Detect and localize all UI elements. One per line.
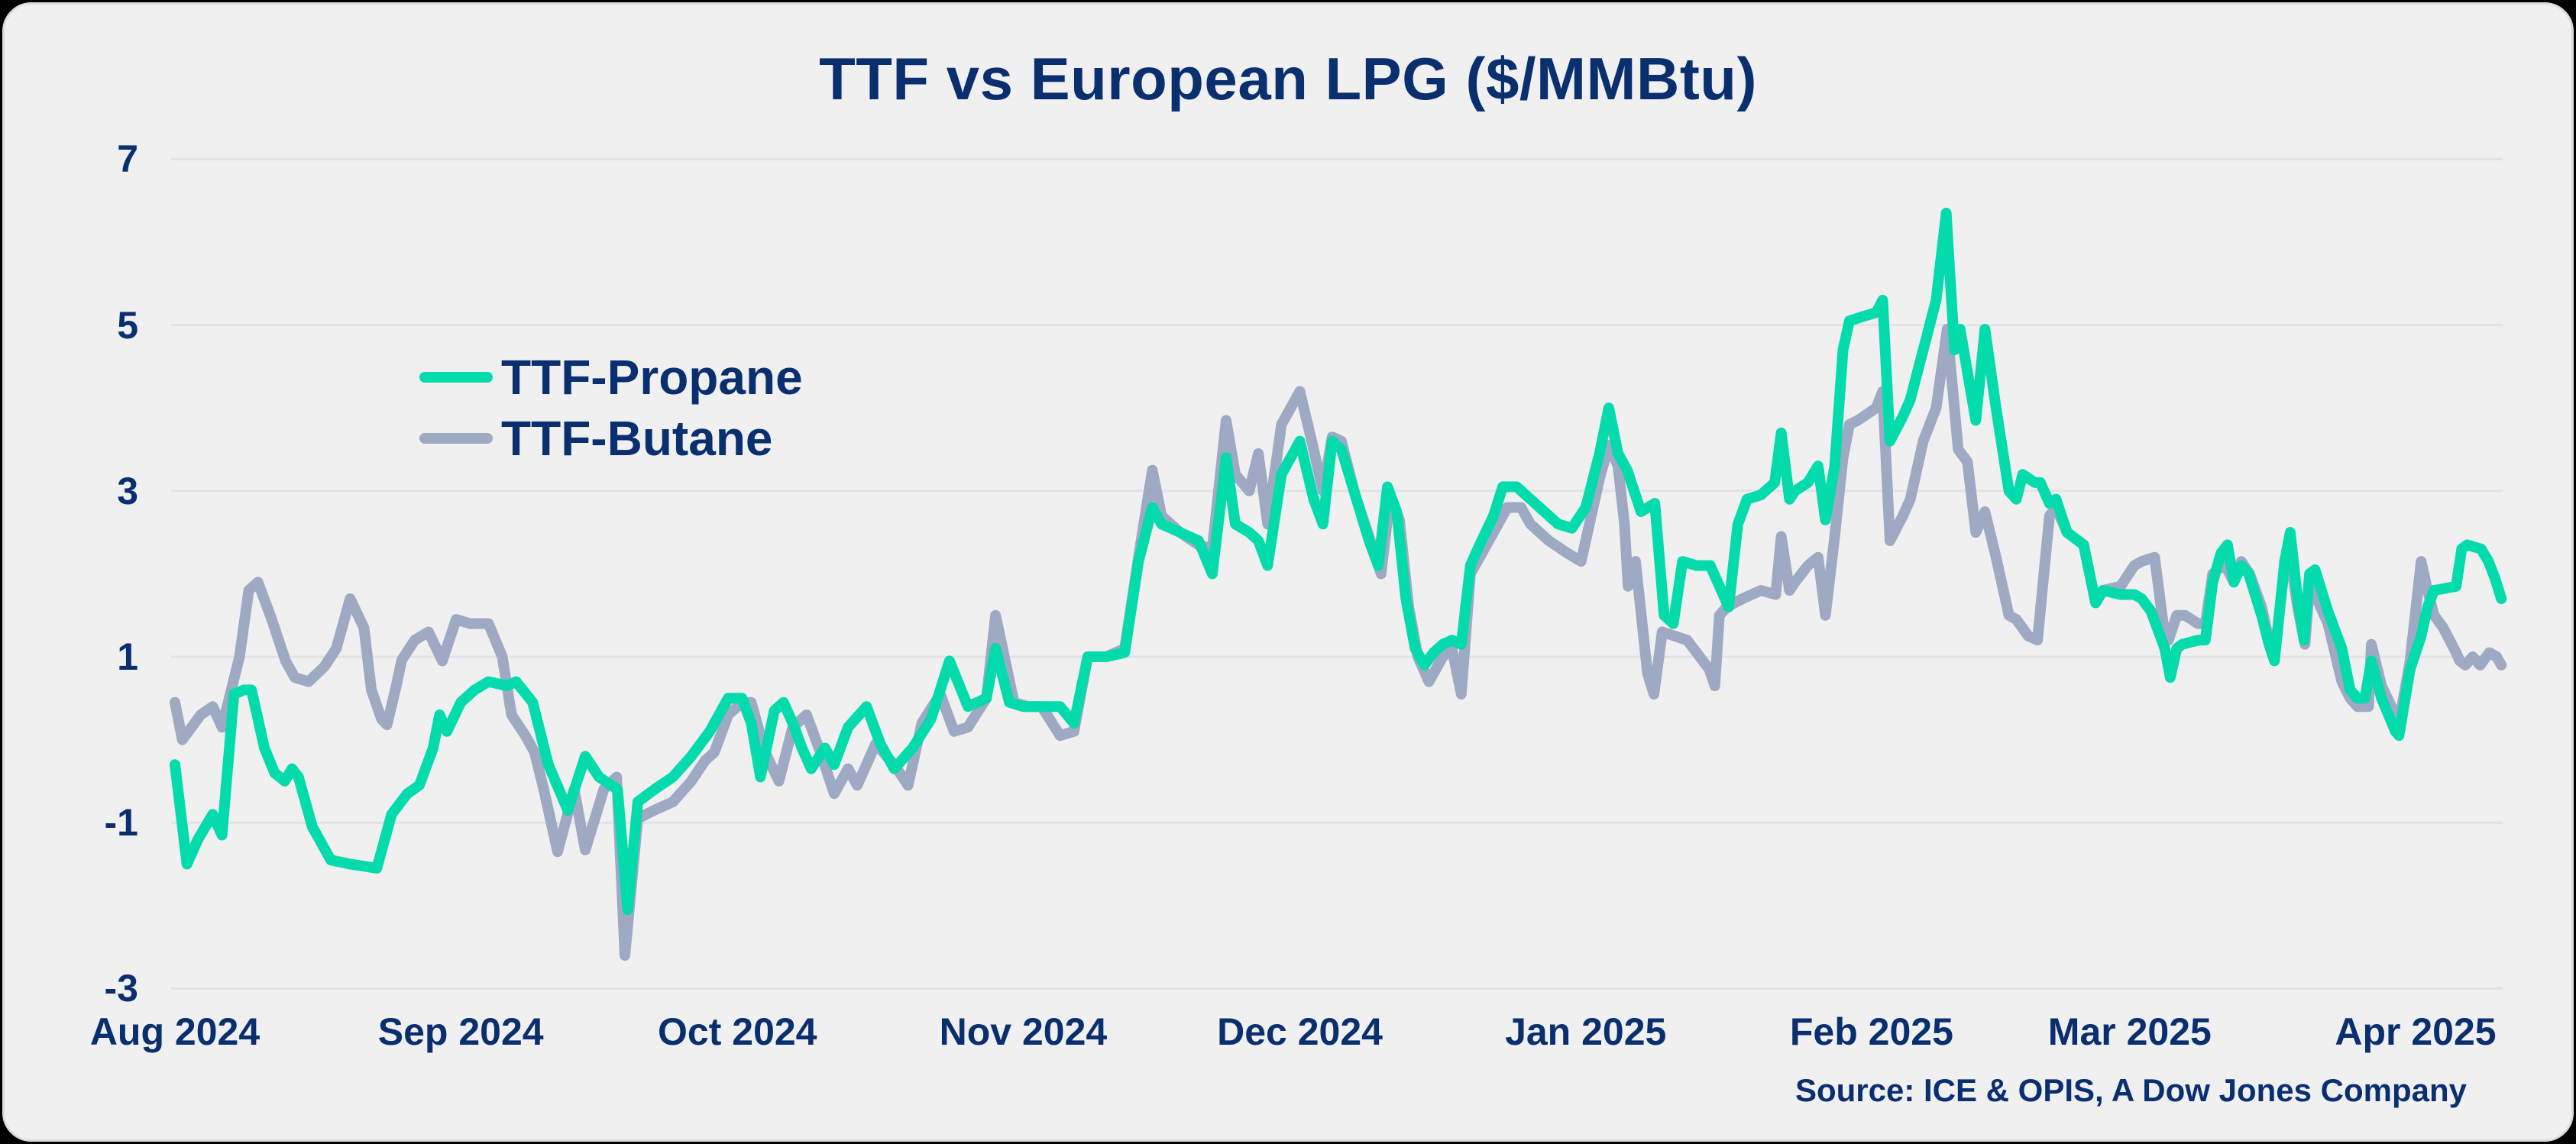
x-tick-label: Dec 2024: [1217, 1010, 1383, 1053]
propane-line-swatch: [419, 372, 493, 383]
chart-title: TTF vs European LPG ($/MMBtu): [819, 45, 1757, 112]
y-tick-label: 5: [117, 303, 138, 347]
source-attribution: Source: ICE & OPIS, A Dow Jones Company: [1794, 1072, 2467, 1108]
x-tick-label: Oct 2024: [658, 1010, 817, 1053]
x-tick-label: Nov 2024: [939, 1010, 1108, 1053]
x-tick-label: Aug 2024: [89, 1010, 261, 1053]
x-tick-label: Jan 2025: [1505, 1010, 1667, 1053]
legend-item-propane[interactable]: TTF-Propane: [419, 347, 803, 408]
y-tick-label: -1: [104, 801, 138, 845]
butane-line-swatch: [419, 433, 493, 444]
x-tick-label: Sep 2024: [377, 1010, 544, 1053]
plot-area: [170, 157, 2507, 990]
legend-label-propane: TTF-Propane: [501, 350, 803, 405]
y-tick-label: 3: [117, 469, 138, 512]
y-tick-label: 7: [117, 137, 138, 181]
y-tick-label: 1: [117, 635, 138, 678]
x-tick-label: Apr 2025: [2335, 1010, 2497, 1053]
x-tick-label: Mar 2025: [2047, 1010, 2212, 1053]
legend-item-butane[interactable]: TTF-Butane: [419, 408, 803, 469]
x-tick-label: Feb 2025: [1789, 1010, 1953, 1053]
y-tick-label: -3: [104, 967, 138, 1010]
line-ttf-propane: [170, 208, 2507, 916]
legend: TTF-Propane TTF-Butane: [419, 347, 803, 469]
legend-label-butane: TTF-Butane: [501, 411, 773, 466]
